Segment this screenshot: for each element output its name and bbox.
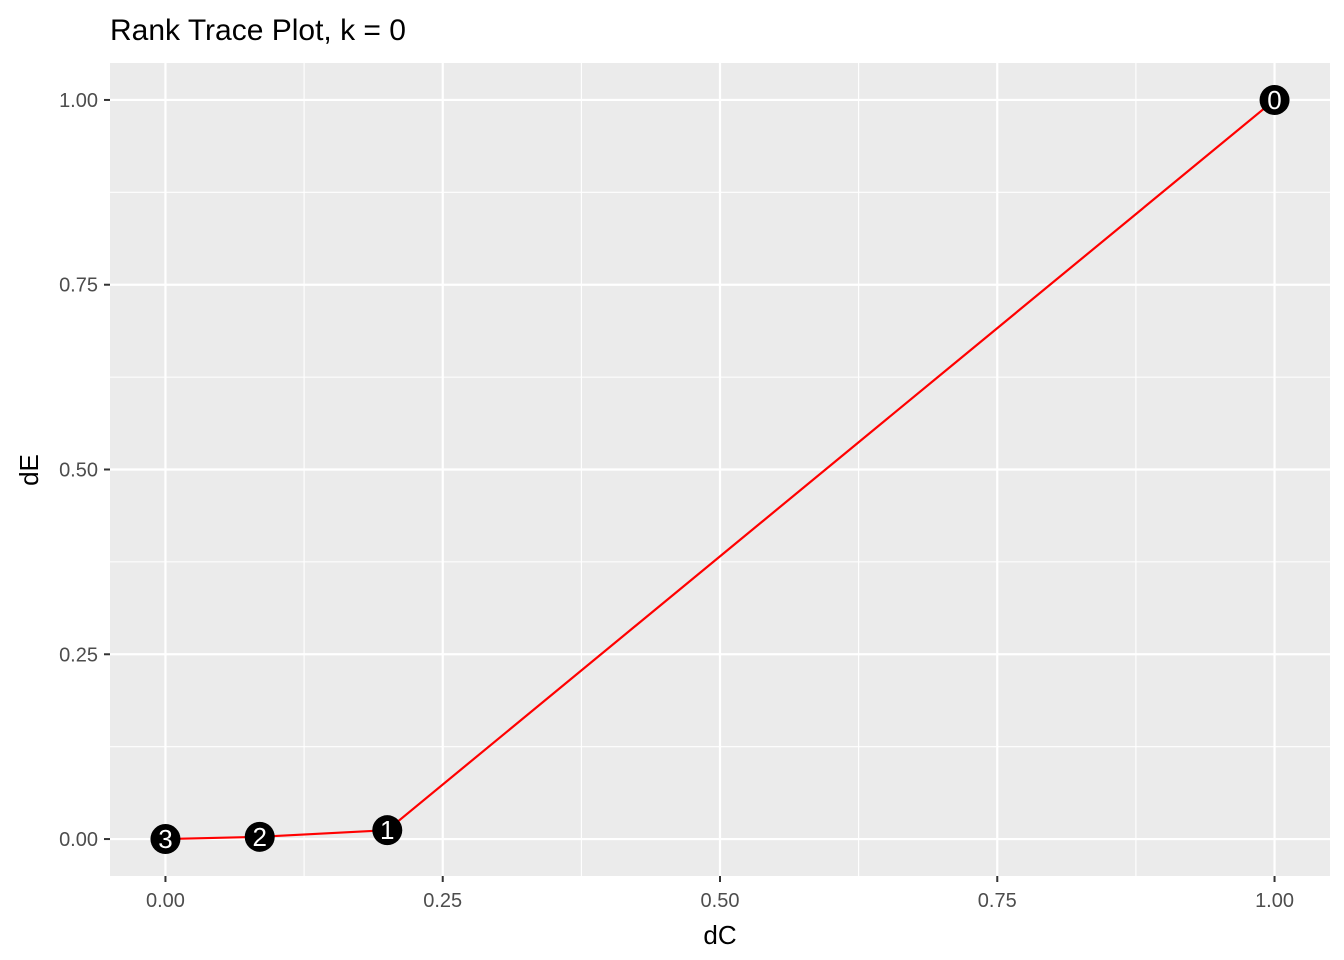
x-tick-label: 0.50 bbox=[701, 890, 740, 912]
y-tick-label: 1.00 bbox=[59, 90, 98, 112]
y-tick-label: 0.50 bbox=[59, 460, 98, 482]
axis-ticks bbox=[104, 98, 1276, 882]
x-tick-label: 1.00 bbox=[1255, 890, 1294, 912]
data-point-label: 0 bbox=[1267, 85, 1281, 115]
data-point-label: 3 bbox=[158, 824, 172, 854]
y-tick-label: 0.75 bbox=[59, 275, 98, 297]
x-tick-labels: 0.00 0.25 0.50 0.75 1.00 bbox=[146, 890, 1294, 912]
series-line bbox=[165, 99, 1276, 841]
chart-title: Rank Trace Plot, k = 0 bbox=[110, 14, 406, 47]
x-tick-label: 0.75 bbox=[978, 890, 1017, 912]
data-point-marker bbox=[244, 821, 275, 852]
data-point-marker bbox=[1259, 84, 1290, 115]
y-axis-title: dE bbox=[14, 454, 44, 486]
y-tick-labels: 0.00 0.25 0.50 0.75 1.00 bbox=[59, 90, 98, 851]
data-point-label: 1 bbox=[380, 815, 394, 845]
series-layer: 0 1 2 3 bbox=[150, 84, 1290, 855]
major-gridlines bbox=[110, 63, 1330, 876]
x-tick-label: 0.00 bbox=[146, 890, 185, 912]
x-tick-label: 0.25 bbox=[423, 890, 462, 912]
data-point-label: 2 bbox=[252, 822, 266, 852]
x-axis-title: dC bbox=[703, 920, 736, 950]
data-point-marker bbox=[150, 824, 181, 855]
data-point-marker bbox=[372, 815, 403, 846]
y-tick-label: 0.00 bbox=[59, 829, 98, 851]
y-tick-label: 0.25 bbox=[59, 644, 98, 666]
